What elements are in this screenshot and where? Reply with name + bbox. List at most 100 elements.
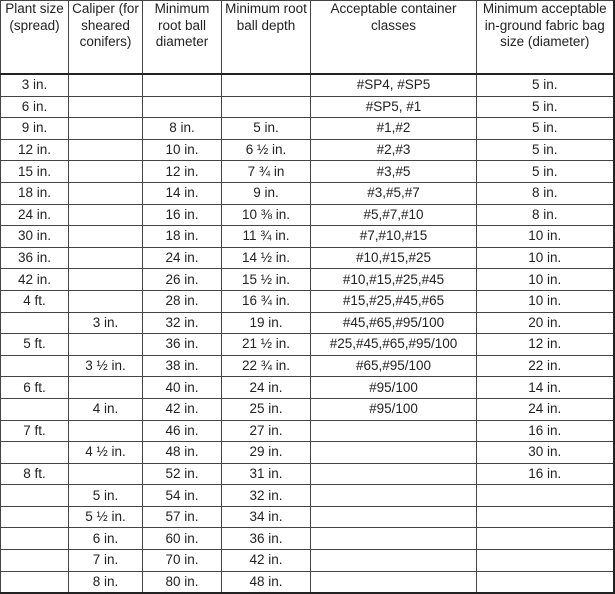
cell-container-classes: #7,#10,#15: [310, 225, 477, 248]
cell-plant-size: [0, 570, 69, 594]
cell-root-ball-diameter: 57 in.: [142, 505, 222, 529]
cell-root-ball-depth: 7 ¾ in: [221, 160, 311, 183]
cell-fabric-bag-size: 16 in.: [476, 462, 614, 486]
cell-root-ball-diameter: 32 in.: [142, 311, 222, 335]
cell-fabric-bag-size: 20 in.: [476, 311, 614, 335]
column-header-root-ball-diameter: Minimum root ball diameter: [142, 0, 222, 75]
cell-plant-size: 5 ft.: [0, 333, 69, 356]
cell-root-ball-depth: 10 ⅜ in.: [221, 203, 311, 227]
cell-container-classes: [310, 484, 477, 507]
cell-caliper: 7 in.: [68, 549, 143, 572]
cell-plant-size: 30 in.: [0, 225, 69, 248]
cell-root-ball-diameter: 70 in.: [142, 549, 222, 572]
cell-root-ball-depth: 42 in.: [221, 549, 311, 572]
cell-caliper: [68, 117, 143, 140]
table-row: 3 in. #SP4, #SP5 5 in.: [0, 73, 614, 97]
table-row: 8 ft. 52 in. 31 in. 16 in.: [0, 462, 614, 486]
cell-root-ball-diameter: 14 in.: [142, 181, 222, 205]
cell-caliper: 8 in.: [68, 570, 143, 594]
cell-root-ball-depth: 5 in.: [221, 117, 311, 140]
cell-root-ball-depth: 21 ½ in.: [221, 333, 311, 356]
cell-root-ball-diameter: 40 in.: [142, 376, 222, 399]
table-row: 12 in. 10 in. 6 ½ in. #2,#3 5 in.: [0, 138, 614, 162]
cell-container-classes: [310, 505, 477, 529]
cell-root-ball-depth: 11 ¾ in.: [221, 225, 311, 248]
cell-fabric-bag-size: 14 in.: [476, 376, 614, 399]
cell-root-ball-depth: 22 ¾ in.: [221, 354, 311, 378]
cell-root-ball-diameter: 48 in.: [142, 441, 222, 464]
cell-fabric-bag-size: 8 in.: [476, 203, 614, 227]
cell-root-ball-diameter: 80 in.: [142, 570, 222, 594]
cell-plant-size: 8 ft.: [0, 462, 69, 486]
cell-root-ball-depth: 27 in.: [221, 419, 311, 443]
cell-root-ball-diameter: 12 in.: [142, 160, 222, 183]
cell-fabric-bag-size: [476, 549, 614, 572]
cell-container-classes: #10,#15,#25,#45: [310, 268, 477, 291]
cell-container-classes: #15,#25,#45,#65: [310, 289, 477, 313]
cell-root-ball-depth: 48 in.: [221, 570, 311, 594]
column-header-plant-size: Plant size (spread): [0, 0, 69, 75]
cell-container-classes: #10,#15,#25: [310, 246, 477, 270]
table-row: 6 in. 60 in. 36 in.: [0, 527, 614, 551]
cell-caliper: 3 in.: [68, 311, 143, 335]
cell-plant-size: 18 in.: [0, 181, 69, 205]
table-row: 3 in. 32 in. 19 in. #45,#65,#95/100 20 in.: [0, 311, 614, 335]
cell-plant-size: 42 in.: [0, 268, 69, 291]
table-row: 8 in. 80 in. 48 in.: [0, 570, 614, 594]
cell-fabric-bag-size: [476, 505, 614, 529]
cell-container-classes: #2,#3: [310, 138, 477, 162]
cell-caliper: 3 ½ in.: [68, 354, 143, 378]
cell-root-ball-depth: 29 in.: [221, 441, 311, 464]
cell-container-classes: [310, 441, 477, 464]
cell-caliper: [68, 138, 143, 162]
cell-caliper: [68, 268, 143, 291]
cell-fabric-bag-size: 5 in.: [476, 95, 614, 119]
cell-plant-size: [0, 397, 69, 421]
column-header-caliper: Caliper (for sheared conifers): [68, 0, 143, 75]
cell-plant-size: 12 in.: [0, 138, 69, 162]
cell-plant-size: 7 ft.: [0, 419, 69, 443]
table-row: 24 in. 16 in. 10 ⅜ in. #5,#7,#10 8 in.: [0, 203, 614, 227]
cell-container-classes: #3,#5,#7: [310, 181, 477, 205]
cell-root-ball-diameter: 42 in.: [142, 397, 222, 421]
cell-root-ball-diameter: [142, 95, 222, 119]
cell-container-classes: #1,#2: [310, 117, 477, 140]
cell-fabric-bag-size: 10 in.: [476, 225, 614, 248]
cell-container-classes: #65,#95/100: [310, 354, 477, 378]
cell-fabric-bag-size: 12 in.: [476, 333, 614, 356]
cell-plant-size: [0, 354, 69, 378]
cell-root-ball-diameter: 54 in.: [142, 484, 222, 507]
cell-caliper: [68, 225, 143, 248]
table-row: 7 ft. 46 in. 27 in. 16 in.: [0, 419, 614, 443]
cell-plant-size: 9 in.: [0, 117, 69, 140]
cell-plant-size: 24 in.: [0, 203, 69, 227]
cell-caliper: [68, 246, 143, 270]
cell-container-classes: #45,#65,#95/100: [310, 311, 477, 335]
cell-container-classes: [310, 419, 477, 443]
column-header-root-ball-depth: Minimum root ball depth: [221, 0, 311, 75]
cell-fabric-bag-size: 5 in.: [476, 73, 614, 97]
table-row: 5 in. 54 in. 32 in.: [0, 484, 614, 507]
cell-fabric-bag-size: 10 in.: [476, 268, 614, 291]
cell-root-ball-diameter: [142, 73, 222, 97]
cell-root-ball-depth: 19 in.: [221, 311, 311, 335]
cell-container-classes: #5,#7,#10: [310, 203, 477, 227]
cell-container-classes: #SP4, #SP5: [310, 73, 477, 97]
cell-root-ball-depth: 16 ¾ in.: [221, 289, 311, 313]
table-row: 4 ½ in. 48 in. 29 in. 30 in.: [0, 441, 614, 464]
cell-root-ball-diameter: 8 in.: [142, 117, 222, 140]
cell-container-classes: [310, 549, 477, 572]
table-row: 5 ft. 36 in. 21 ½ in. #25,#45,#65,#95/100 12…: [0, 333, 614, 356]
table-row: 30 in. 18 in. 11 ¾ in. #7,#10,#15 10 in.: [0, 225, 614, 248]
cell-fabric-bag-size: 10 in.: [476, 289, 614, 313]
cell-root-ball-depth: 24 in.: [221, 376, 311, 399]
table-row: 5 ½ in. 57 in. 34 in.: [0, 505, 614, 529]
cell-root-ball-depth: 31 in.: [221, 462, 311, 486]
cell-root-ball-depth: 25 in.: [221, 397, 311, 421]
cell-container-classes: #25,#45,#65,#95/100: [310, 333, 477, 356]
cell-root-ball-depth: 14 ½ in.: [221, 246, 311, 270]
cell-fabric-bag-size: 5 in.: [476, 117, 614, 140]
cell-caliper: [68, 73, 143, 97]
cell-root-ball-depth: 6 ½ in.: [221, 138, 311, 162]
